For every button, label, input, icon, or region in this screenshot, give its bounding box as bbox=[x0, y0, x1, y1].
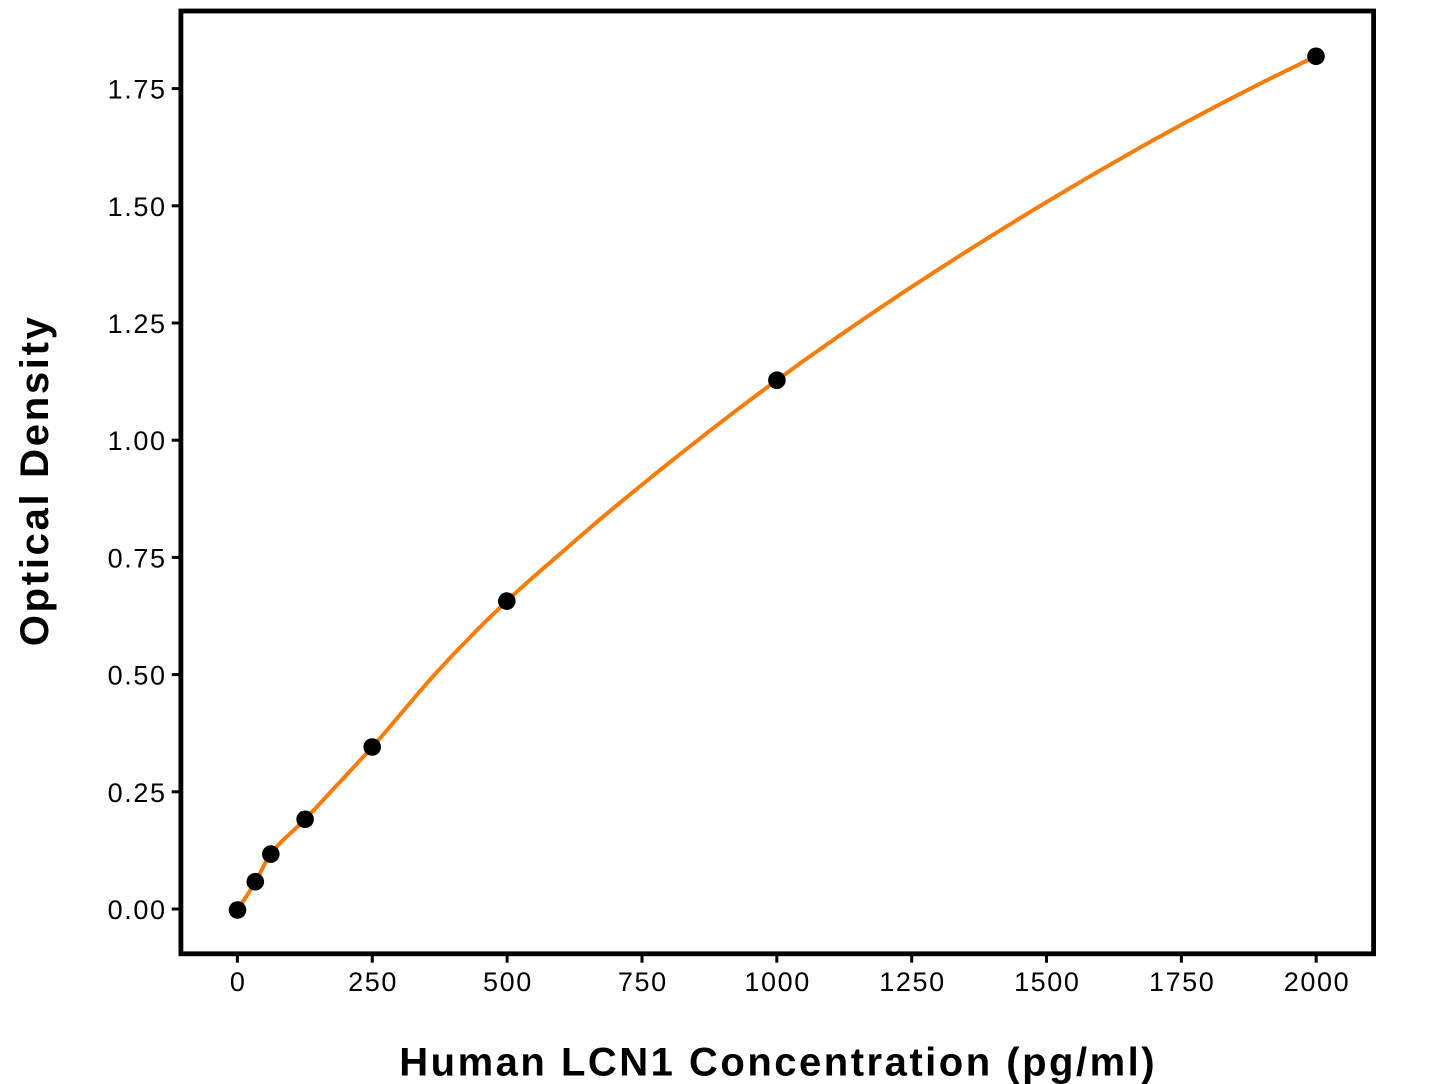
svg-text:500: 500 bbox=[483, 967, 533, 997]
svg-text:1750: 1750 bbox=[1149, 967, 1215, 997]
svg-text:Human LCN1 Concentration (pg/m: Human LCN1 Concentration (pg/ml) bbox=[399, 1040, 1157, 1084]
svg-text:250: 250 bbox=[348, 967, 398, 997]
svg-text:Optical Density: Optical Density bbox=[13, 314, 57, 646]
svg-text:750: 750 bbox=[618, 967, 668, 997]
svg-text:0.25: 0.25 bbox=[108, 778, 167, 808]
svg-text:0.75: 0.75 bbox=[108, 543, 167, 573]
svg-text:0.50: 0.50 bbox=[108, 661, 167, 691]
svg-text:1.50: 1.50 bbox=[108, 192, 167, 222]
svg-text:1250: 1250 bbox=[879, 967, 945, 997]
svg-text:1500: 1500 bbox=[1014, 967, 1080, 997]
svg-text:0.00: 0.00 bbox=[108, 895, 167, 925]
svg-text:0: 0 bbox=[230, 967, 247, 997]
svg-text:1.00: 1.00 bbox=[108, 426, 167, 456]
svg-text:1.25: 1.25 bbox=[108, 309, 167, 339]
svg-text:1000: 1000 bbox=[744, 967, 810, 997]
svg-text:2000: 2000 bbox=[1284, 967, 1350, 997]
svg-text:1.75: 1.75 bbox=[108, 75, 167, 105]
